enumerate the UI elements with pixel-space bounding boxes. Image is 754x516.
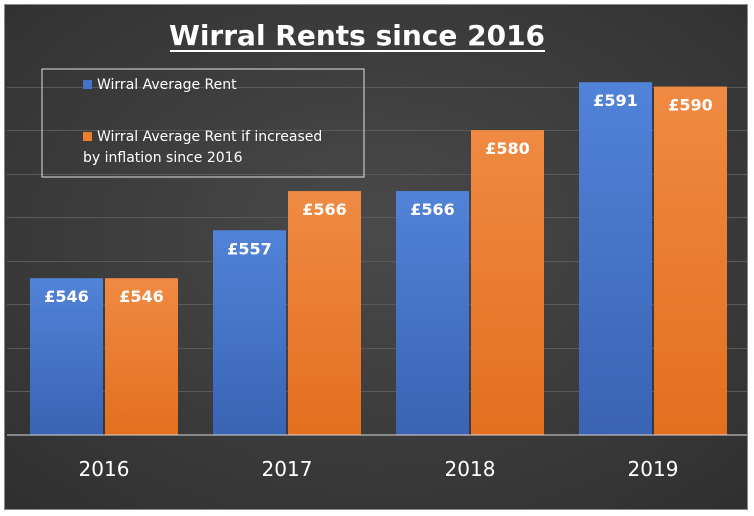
bar-inflation-rent-2018 — [471, 130, 544, 435]
bar-value-label: £566 — [302, 200, 347, 219]
bars: £546 £546 £557 £566 £566 £580 £591 £590 — [30, 82, 727, 436]
bar-value-label: £590 — [668, 96, 713, 115]
x-tick-label-2018: 2018 — [445, 457, 496, 481]
legend-label-inflation-line-2: by inflation since 2016 — [83, 150, 243, 166]
chart-frame: £546 £546 £557 £566 £566 £580 £591 £590 2016 201… — [4, 4, 748, 510]
bar-average-rent-2016 — [30, 278, 103, 435]
legend-label-inflation-line-1: Wirral Average Rent if increased — [97, 129, 322, 145]
bar-value-label: £546 — [44, 287, 89, 306]
bar-value-label: £557 — [227, 239, 272, 258]
legend-swatch-average-rent — [83, 80, 92, 89]
bar-value-label: £566 — [410, 200, 455, 219]
bar-inflation-rent-2019 — [654, 86, 727, 436]
legend-swatch-inflation-rent — [83, 132, 92, 141]
rent-bar-chart: £546 £546£557£566 £566£580£591 £590 2016 201… — [5, 5, 747, 509]
bar-value-label: £580 — [485, 139, 530, 158]
x-tick-label-2017: 2017 — [262, 457, 313, 481]
x-tick-label-2019: 2019 — [628, 457, 679, 481]
bar-value-label: £546 — [119, 287, 164, 306]
legend-label-average-rent: Wirral Average Rent — [97, 77, 237, 93]
bar-average-rent-2018 — [396, 191, 469, 435]
bar-average-rent-2019 — [579, 82, 652, 435]
legend-label-inflation-rent: Wirral Average Rent if increased by infl… — [83, 129, 327, 166]
legend-box — [41, 68, 365, 178]
bar-value-label: £591 — [593, 91, 638, 110]
bar-inflation-rent-2016 — [105, 278, 178, 435]
legend: Wirral Average Rent Wirral Average Rent … — [41, 68, 365, 178]
chart-title: Wirral Rents since 2016 — [169, 19, 545, 52]
bar-inflation-rent-2017 — [288, 191, 361, 435]
x-tick-labels: 2016 2017 2018 2019 — [79, 457, 679, 481]
x-tick-label-2016: 2016 — [79, 457, 130, 481]
bar-average-rent-2017 — [213, 230, 286, 435]
